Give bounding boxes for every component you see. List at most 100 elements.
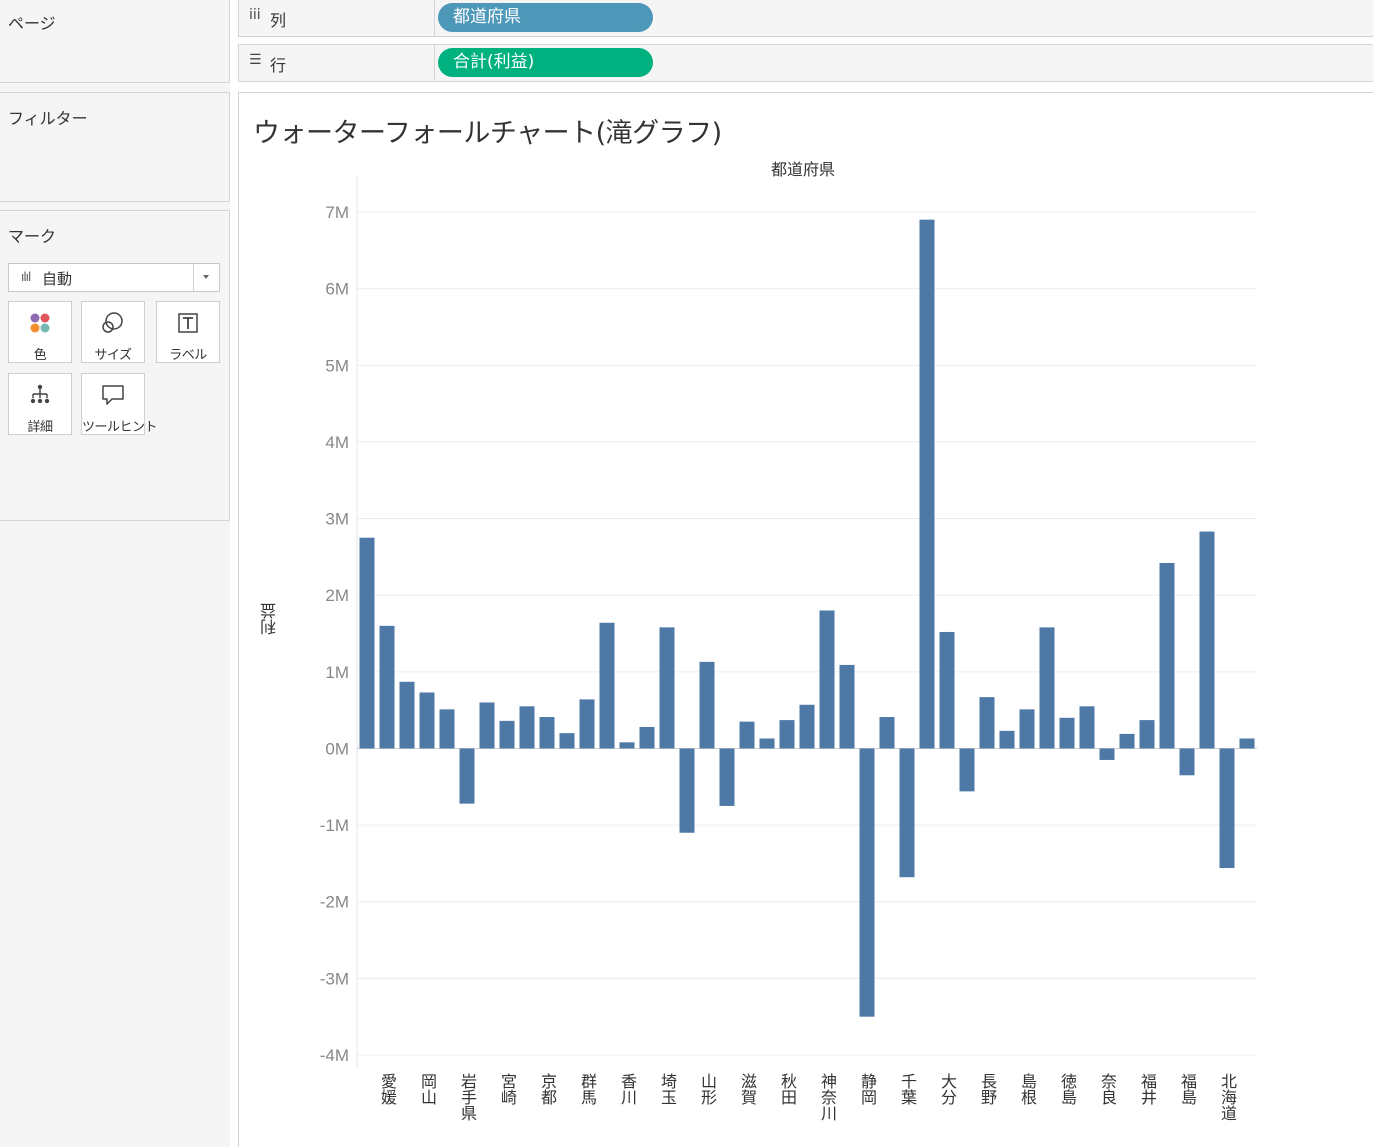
x-tick-label: 徳島 xyxy=(1058,1073,1077,1105)
bar[interactable] xyxy=(979,697,995,749)
column-header: 都道府県 xyxy=(771,160,836,179)
pages-title: ページ xyxy=(8,14,56,33)
bar[interactable] xyxy=(479,702,495,749)
chevron-down-icon[interactable] xyxy=(193,264,219,291)
x-tick-label: 静岡 xyxy=(858,1073,877,1105)
color-dots-icon xyxy=(9,310,71,336)
bar[interactable] xyxy=(1179,748,1195,776)
bar-chart-icon: ılıl xyxy=(21,270,31,284)
x-tick-label: 秋田 xyxy=(778,1073,797,1105)
color-label: 色 xyxy=(33,348,47,363)
color-button[interactable]: 色 xyxy=(8,301,72,363)
bar[interactable] xyxy=(399,681,415,749)
x-tick-label: 埼玉 xyxy=(658,1073,677,1105)
bar[interactable] xyxy=(779,720,795,749)
size-label: サイズ xyxy=(94,348,132,363)
bar[interactable] xyxy=(1199,531,1215,749)
sheet-title: ウォーターフォールチャート(滝グラフ) xyxy=(253,118,722,149)
bar[interactable] xyxy=(679,748,695,833)
bar[interactable] xyxy=(719,748,735,806)
bar[interactable] xyxy=(919,219,935,749)
bar[interactable] xyxy=(899,748,915,878)
bar[interactable] xyxy=(579,699,595,749)
detail-button[interactable]: 詳細 xyxy=(8,373,72,435)
bar[interactable] xyxy=(759,738,775,749)
bar[interactable] xyxy=(499,720,515,749)
bar[interactable] xyxy=(539,717,555,749)
filters-title: フィルター xyxy=(8,109,88,128)
bar[interactable] xyxy=(439,709,455,749)
y-tick-label: 7M xyxy=(325,203,349,222)
columns-shelf[interactable]: iii 列 都道府県 xyxy=(238,0,1373,37)
bar[interactable] xyxy=(739,721,755,749)
y-tick-label: -2M xyxy=(320,893,349,912)
columns-pill[interactable]: 都道府県 xyxy=(438,3,653,32)
size-circles-icon xyxy=(82,310,144,336)
bar[interactable] xyxy=(1139,720,1155,749)
bar[interactable] xyxy=(799,704,815,749)
bar[interactable] xyxy=(1039,627,1055,749)
bar[interactable] xyxy=(819,610,835,749)
tooltip-button[interactable]: ツールヒント xyxy=(81,373,158,435)
marks-title: マーク xyxy=(8,227,57,246)
chart-area: ウォーターフォールチャート(滝グラフ) 都道府県 利益 7M 6M 5M 4M 3M 2M… xyxy=(238,92,1373,1147)
bar[interactable] xyxy=(1239,738,1255,749)
x-tick-label: 滋賀 xyxy=(738,1073,757,1105)
bar[interactable] xyxy=(459,748,475,804)
bar[interactable] xyxy=(699,661,715,749)
bar[interactable] xyxy=(939,631,955,749)
bar[interactable] xyxy=(839,664,855,749)
bar[interactable] xyxy=(619,742,635,749)
y-tick-label: 4M xyxy=(325,433,349,452)
text-label-icon xyxy=(157,310,219,336)
bar[interactable] xyxy=(359,537,375,749)
label-button[interactable]: ラベル xyxy=(156,301,220,363)
bar[interactable] xyxy=(1059,717,1075,749)
bar[interactable] xyxy=(879,717,895,749)
mark-type-value: 自動 xyxy=(42,270,73,288)
x-tick-label: 大分 xyxy=(938,1073,957,1105)
columns-label: 列 xyxy=(270,11,287,30)
x-tick-label: 北海道 xyxy=(1218,1073,1237,1121)
label-label: ラベル xyxy=(169,348,207,363)
bar[interactable] xyxy=(519,706,535,749)
filters-card[interactable]: フィルター xyxy=(0,92,230,202)
rows-shelf[interactable]: ☰ 行 合計(利益) xyxy=(238,44,1373,82)
bar[interactable] xyxy=(599,622,615,749)
x-tick-label: 岡山 xyxy=(418,1073,437,1105)
pages-card[interactable]: ページ xyxy=(0,0,230,83)
size-button[interactable]: サイズ xyxy=(81,301,145,363)
shelf-divider xyxy=(434,0,435,36)
bar[interactable] xyxy=(559,733,575,749)
bar[interactable] xyxy=(1079,706,1095,749)
detail-label: 詳細 xyxy=(27,420,53,435)
rows-pill[interactable]: 合計(利益) xyxy=(438,48,653,77)
y-tick-label: 2M xyxy=(325,586,349,605)
y-tick-label: 6M xyxy=(325,280,349,299)
bar[interactable] xyxy=(1159,562,1175,749)
bar[interactable] xyxy=(959,748,975,792)
x-tick-label: 香川 xyxy=(618,1073,637,1105)
y-tick-label: -3M xyxy=(320,969,349,988)
shelf-divider xyxy=(434,45,435,81)
bar[interactable] xyxy=(1099,748,1115,760)
x-tick-label: 群馬 xyxy=(578,1073,597,1105)
bar[interactable] xyxy=(659,627,675,749)
tooltip-bubble-icon xyxy=(82,382,144,408)
bar[interactable] xyxy=(1119,733,1135,749)
x-tick-label: 奈良 xyxy=(1098,1073,1117,1105)
tooltip-label: ツールヒント xyxy=(82,420,158,435)
bar[interactable] xyxy=(419,692,435,749)
x-tick-label: 千葉 xyxy=(898,1073,917,1105)
bar[interactable] xyxy=(999,730,1015,749)
mark-type-dropdown[interactable]: ılıl 自動 xyxy=(8,263,220,292)
columns-icon: iii xyxy=(249,7,261,23)
bar[interactable] xyxy=(1019,709,1035,749)
bar[interactable] xyxy=(639,726,655,749)
bar[interactable] xyxy=(1219,748,1235,869)
x-tick-label: 神奈川 xyxy=(818,1073,837,1121)
y-tick-label: 1M xyxy=(325,663,349,682)
bar[interactable] xyxy=(859,748,875,1017)
bar[interactable] xyxy=(379,625,395,749)
marks-card: マーク ılıl 自動 色 xyxy=(0,210,230,521)
